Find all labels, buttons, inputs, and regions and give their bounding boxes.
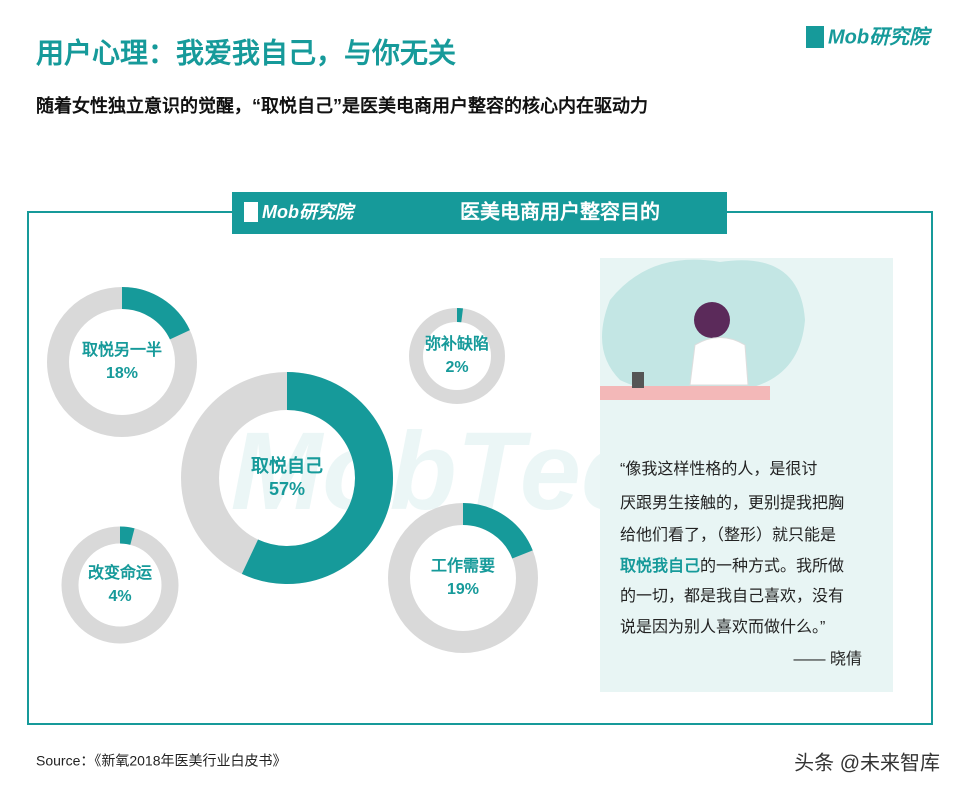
donut-value-label: 4% [108, 588, 131, 605]
donut-label: 弥补缺陷 [425, 334, 489, 353]
quote-text: 说是因为别人喜欢而做什么。” [620, 618, 825, 636]
quote-line: 说是因为别人喜欢而做什么。” [620, 618, 825, 636]
quote-text: 的一切，都是我自己喜欢，没有 [620, 587, 844, 605]
donut-value-label: 2% [445, 359, 468, 376]
donut-arc [119, 526, 135, 545]
illustration-hair [694, 302, 730, 338]
quote-line: 取悦我自己的一种方式。我所做 [620, 556, 844, 575]
chart-title: 医美电商用户整容目的 [460, 199, 660, 223]
illustration-desk [600, 386, 770, 400]
donut-label: 工作需要 [431, 556, 495, 575]
quote-line: 厌跟男生接触的，更别提我把胸 [620, 494, 844, 512]
quote-text: “像我这样性格的人，是很讨 [620, 460, 817, 478]
watermark: 头条 @未来智库 [794, 751, 940, 774]
donut-track [409, 308, 505, 404]
donut-arc [241, 372, 393, 584]
quote-emphasis: 取悦我自己 [620, 556, 700, 575]
quote-text: 厌跟男生接触的，更别提我把胸 [620, 494, 844, 512]
source: Source：《新氧2018年医美行业白皮书》 [36, 753, 287, 769]
illustration-cup [632, 372, 644, 388]
logo: Mob研究院 [828, 25, 933, 48]
page-title: 用户心理：我爱我自己，与你无关 [36, 36, 456, 68]
quote: “像我这样性格的人，是很讨厌跟男生接触的，更别提我把胸给他们看了，（整形）就只能… [620, 460, 844, 636]
title-band [232, 192, 727, 234]
logo-icon [806, 26, 824, 48]
donut-track [61, 526, 179, 644]
quote-text: 的一种方式。我所做 [700, 557, 844, 575]
quote-author: —— 晓倩 [794, 650, 862, 668]
quote-line: 的一切，都是我自己喜欢，没有 [620, 587, 844, 605]
band-logo-icon [244, 202, 258, 222]
quote-text: 给他们看了，（整形）就只能是 [620, 526, 836, 544]
donut-arc [121, 287, 190, 340]
donut-value-label: 18% [106, 365, 138, 382]
quote-line: 给他们看了，（整形）就只能是 [620, 526, 836, 544]
quote-line: “像我这样性格的人，是很讨 [620, 460, 817, 478]
illustration-body [689, 337, 749, 386]
donut-arc [462, 503, 533, 559]
donut-label: 取悦另一半 [82, 340, 162, 359]
band-logo: Mob研究院 [262, 202, 356, 222]
donut-value-label: 19% [447, 581, 479, 598]
donut-value-label: 57% [269, 479, 305, 499]
donut-label: 取悦自己 [251, 455, 323, 476]
donut-label: 改变命运 [88, 563, 152, 582]
page-subtitle: 随着女性独立意识的觉醒，“取悦自己”是医美电商用户整容的核心内在驱动力 [36, 95, 648, 116]
